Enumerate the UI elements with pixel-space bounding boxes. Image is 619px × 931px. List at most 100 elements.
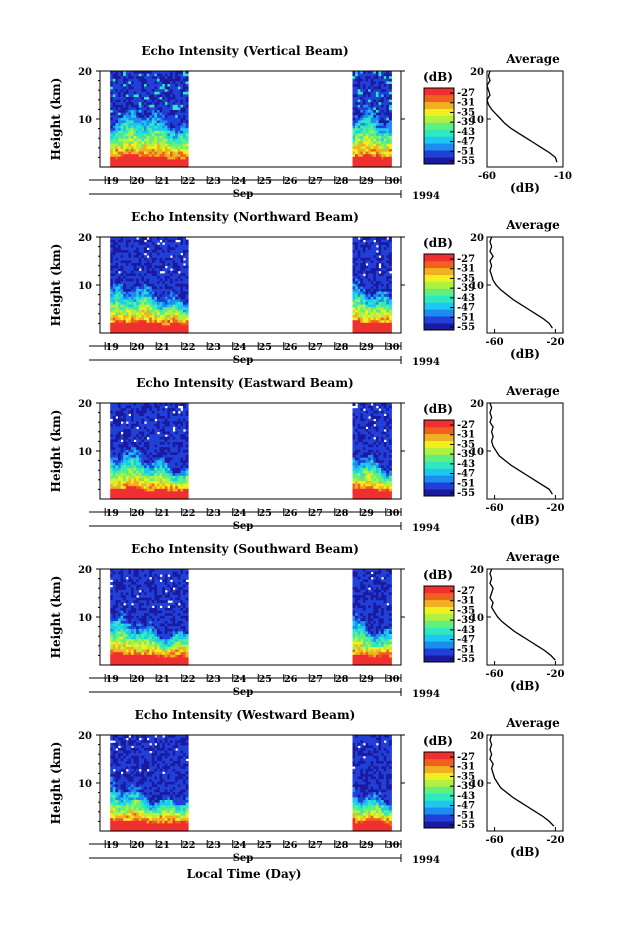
heatmap-cell: [386, 78, 390, 82]
heatmap-cell: [365, 244, 369, 248]
heatmap-cell: [112, 89, 116, 93]
heatmap-cell: [164, 309, 168, 313]
heatmap-cell: [373, 270, 377, 274]
heatmap-cell: [144, 164, 147, 168]
heatmap-cell: [370, 154, 374, 158]
heatmap-cell: [383, 130, 387, 134]
heatmap-cell: [360, 237, 364, 240]
heatmap-cell: [170, 457, 173, 461]
heatmap-cell: [123, 408, 127, 412]
heatmap-cell: [138, 250, 142, 253]
heatmap-cell: [131, 71, 134, 74]
heatmap-cell: [144, 330, 147, 334]
heatmap-cell: [128, 286, 132, 290]
heatmap-cell: [133, 494, 137, 497]
heatmap-cell: [120, 97, 124, 100]
heatmap-cell: [383, 99, 387, 103]
heatmap-cell: [365, 250, 369, 253]
heatmap-cell: [167, 465, 171, 469]
heatmap-cell: [378, 289, 382, 292]
heatmap-cell: [365, 296, 369, 300]
heatmap-cell: [170, 97, 173, 100]
heatmap-cell: [112, 449, 116, 453]
heatmap-cell: [183, 309, 186, 313]
heatmap-cell: [133, 136, 137, 139]
heatmap-cell: [133, 112, 137, 116]
heatmap-cell: [110, 312, 114, 316]
colorbar-segment: [424, 302, 454, 310]
heatmap-cell: [120, 78, 124, 82]
heatmap-cell: [144, 294, 147, 298]
y-tick-label: 10: [78, 115, 92, 126]
colorbar-label: -31: [457, 98, 475, 109]
heatmap-cell: [151, 89, 155, 93]
heatmap-cell: [360, 299, 364, 303]
heatmap-cell: [172, 494, 176, 497]
heatmap-cell: [167, 78, 171, 82]
heatmap-cell: [365, 270, 369, 274]
heatmap-cell: [368, 322, 372, 326]
heatmap-cell: [151, 465, 155, 469]
heatmap-cell: [357, 494, 361, 497]
heatmap-cell: [112, 81, 116, 85]
heatmap-cell: [123, 299, 127, 303]
heatmap-cell: [170, 115, 173, 119]
heatmap-cell: [138, 247, 142, 251]
heatmap-cell: [172, 89, 176, 93]
heatmap-cell: [151, 473, 155, 477]
heatmap-cell: [141, 156, 145, 160]
heatmap-cell: [125, 434, 129, 438]
heatmap-cell: [368, 128, 372, 132]
heatmap-cell: [154, 320, 158, 324]
heatmap-cell: [172, 413, 176, 417]
heatmap-cell: [352, 452, 356, 456]
heatmap-cell: [368, 421, 372, 425]
heatmap-cell: [170, 107, 173, 111]
heatmap-cell: [133, 325, 137, 329]
heatmap-cell: [151, 315, 155, 318]
heatmap-cell: [146, 426, 150, 430]
heatmap-cell: [381, 244, 385, 248]
heatmap-cell: [170, 426, 173, 430]
heatmap-cell: [386, 302, 390, 305]
heatmap-cell: [352, 164, 356, 168]
heatmap-cell: [112, 276, 116, 279]
heatmap-cell: [370, 291, 374, 295]
heatmap-cell: [357, 481, 361, 484]
heatmap-cell: [149, 447, 153, 451]
heatmap-cell: [123, 149, 127, 152]
heatmap-cell: [120, 130, 124, 134]
heatmap-cell: [112, 151, 116, 155]
heatmap-cell: [183, 260, 186, 264]
heatmap-cell: [175, 97, 179, 100]
heatmap-cell: [141, 136, 145, 139]
heatmap-cell: [118, 312, 121, 316]
heatmap-cell: [177, 120, 181, 124]
heatmap-cell: [110, 444, 114, 448]
heatmap-cell: [378, 112, 382, 116]
heatmap-cell: [125, 304, 129, 308]
heatmap-cell: [167, 276, 171, 279]
heatmap-cell: [138, 102, 142, 106]
heatmap-cell: [112, 488, 116, 492]
heatmap-cell: [115, 270, 119, 274]
heatmap-cell: [172, 278, 176, 282]
heatmap-cell: [149, 244, 153, 248]
heatmap-cell: [185, 444, 189, 448]
heatmap-cell: [180, 159, 184, 163]
heatmap-cell: [120, 273, 124, 277]
heatmap-cell: [378, 237, 382, 240]
heatmap-cell: [381, 143, 385, 147]
heatmap-cell: [370, 429, 374, 432]
heatmap-cell: [154, 125, 158, 129]
heatmap-cell: [120, 416, 124, 419]
heatmap-cell: [355, 436, 359, 440]
heatmap-cell: [368, 439, 372, 443]
heatmap-cell: [146, 431, 150, 435]
heatmap-cell: [125, 260, 129, 264]
heatmap-cell: [381, 107, 385, 111]
heatmap-cell: [138, 278, 142, 282]
heatmap-cell: [128, 465, 132, 469]
heatmap-cell: [128, 468, 132, 471]
heatmap-cell: [167, 263, 171, 266]
